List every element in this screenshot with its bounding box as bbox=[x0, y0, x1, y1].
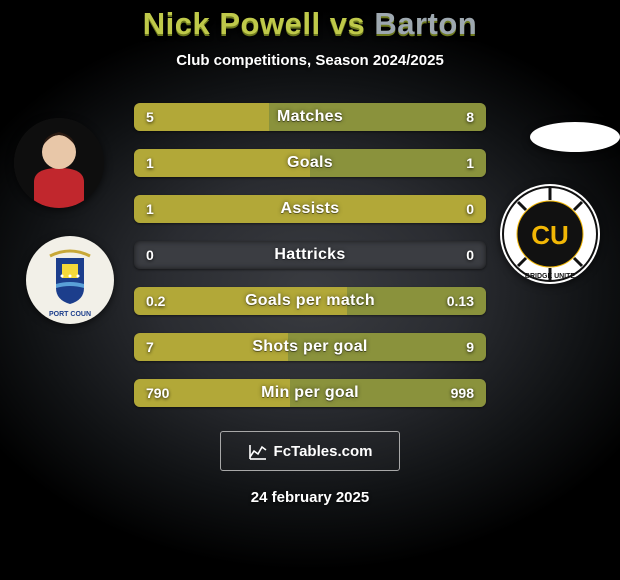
stat-row: Hattricks0 0 bbox=[134, 241, 486, 269]
stat-left-value: 7 bbox=[146, 333, 154, 361]
stat-label: Goals per match bbox=[134, 287, 486, 315]
player1-avatar bbox=[14, 118, 104, 208]
stat-row: Shots per goal7 9 bbox=[134, 333, 486, 361]
stat-row: Goals1 1 bbox=[134, 149, 486, 177]
player1-name: Nick Powell bbox=[143, 6, 321, 41]
stat-left-value: 5 bbox=[146, 103, 154, 131]
player1-club-crest: PORT COUN bbox=[26, 236, 114, 324]
stat-label: Matches bbox=[134, 103, 486, 131]
date-text: 24 february 2025 bbox=[251, 489, 369, 506]
stat-right-value: 0 bbox=[466, 241, 474, 269]
comparison-title: Nick Powell vs Barton bbox=[143, 6, 477, 42]
stat-label: Goals bbox=[134, 149, 486, 177]
stat-row: Matches5 8 bbox=[134, 103, 486, 131]
player2-avatar bbox=[530, 122, 620, 152]
stat-right-value: 0.13 bbox=[447, 287, 474, 315]
player2-club-crest: CU BRIDGE UNITE bbox=[500, 184, 600, 284]
branding-logo: FcTables.com bbox=[220, 431, 400, 471]
branding-text: FcTables.com bbox=[274, 443, 373, 460]
stat-row: Min per goal790 998 bbox=[134, 379, 486, 407]
crest-text: CU bbox=[531, 220, 569, 250]
svg-text:BRIDGE UNITE: BRIDGE UNITE bbox=[525, 273, 576, 280]
stat-right-value: 9 bbox=[466, 333, 474, 361]
subtitle: Club competitions, Season 2024/2025 bbox=[176, 52, 444, 69]
stat-label: Min per goal bbox=[134, 379, 486, 407]
stockport-crest-icon: PORT COUN bbox=[26, 236, 114, 324]
stat-row: Goals per match0.2 0.13 bbox=[134, 287, 486, 315]
stat-left-value: 0 bbox=[146, 241, 154, 269]
player2-name: Barton bbox=[374, 6, 477, 41]
player1-portrait-icon bbox=[14, 118, 104, 208]
fctables-icon bbox=[248, 441, 268, 461]
stat-label: Shots per goal bbox=[134, 333, 486, 361]
stat-left-value: 1 bbox=[146, 149, 154, 177]
stats-bars: Matches58Goals11Assists10Hattricks00Goal… bbox=[134, 103, 486, 407]
stat-left-value: 790 bbox=[146, 379, 169, 407]
stat-left-value: 1 bbox=[146, 195, 154, 223]
stat-row: Assists1 0 bbox=[134, 195, 486, 223]
stat-label: Hattricks bbox=[134, 241, 486, 269]
stat-right-value: 8 bbox=[466, 103, 474, 131]
cambridge-crest-icon: CU BRIDGE UNITE bbox=[500, 184, 600, 284]
stat-label: Assists bbox=[134, 195, 486, 223]
stat-right-value: 998 bbox=[451, 379, 474, 407]
stat-left-value: 0.2 bbox=[146, 287, 165, 315]
stat-right-value: 1 bbox=[466, 149, 474, 177]
stat-right-value: 0 bbox=[466, 195, 474, 223]
svg-text:PORT COUN: PORT COUN bbox=[49, 311, 91, 318]
vs-text: vs bbox=[330, 6, 365, 41]
